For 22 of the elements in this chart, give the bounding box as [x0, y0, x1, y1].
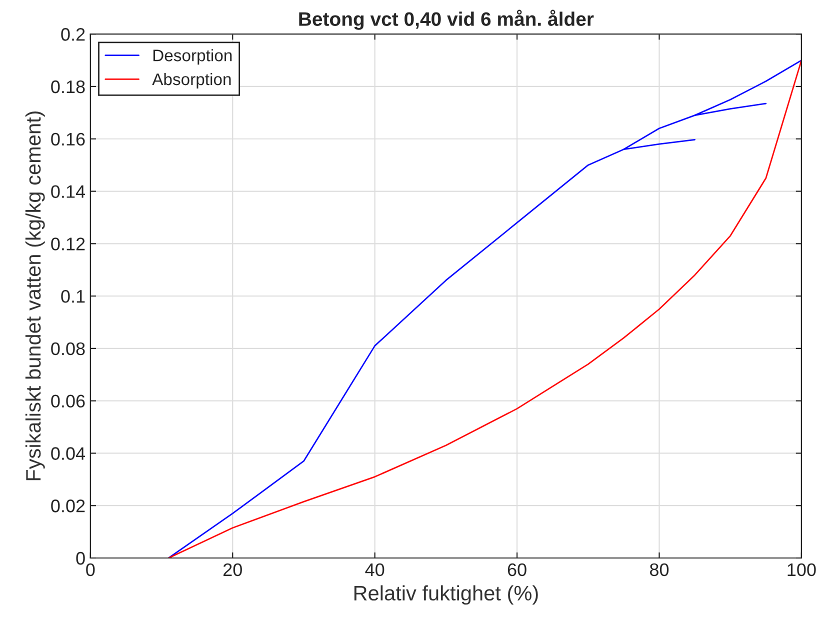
x-axis-title: Relativ fuktighet (%): [354, 585, 538, 605]
legend-label: Absorption: [152, 72, 231, 89]
y-tick-label: 0.02: [51, 500, 85, 512]
y-tick-label: 0.2: [61, 28, 85, 41]
y-tick-label: 0.12: [51, 238, 85, 250]
y-tick-label: 0.14: [51, 185, 86, 198]
chart-title: Betong vct 0,40 vid 6 mån. ålder: [299, 10, 594, 30]
x-tick-label: 100: [788, 563, 816, 576]
x-tick-label: 80: [650, 563, 669, 576]
y-tick-label: 0.08: [51, 342, 85, 356]
y-axis-title: Fysikaliskt bundet vatten (kg/kg cement): [25, 111, 45, 480]
y-tick-label: 0.04: [51, 447, 86, 460]
x-tick-label: 40: [365, 563, 384, 576]
x-tick-label: 20: [223, 563, 242, 576]
legend-label: Desorption: [153, 49, 232, 65]
x-tick-label: 0: [86, 563, 95, 576]
x-tick-label: 60: [508, 563, 526, 576]
y-tick-label: 0.18: [51, 80, 85, 94]
y-tick-label: 0.06: [51, 394, 85, 408]
y-tick-label: 0: [76, 552, 85, 565]
y-tick-label: 0.1: [61, 290, 85, 303]
y-tick-label: 0.16: [51, 132, 85, 146]
